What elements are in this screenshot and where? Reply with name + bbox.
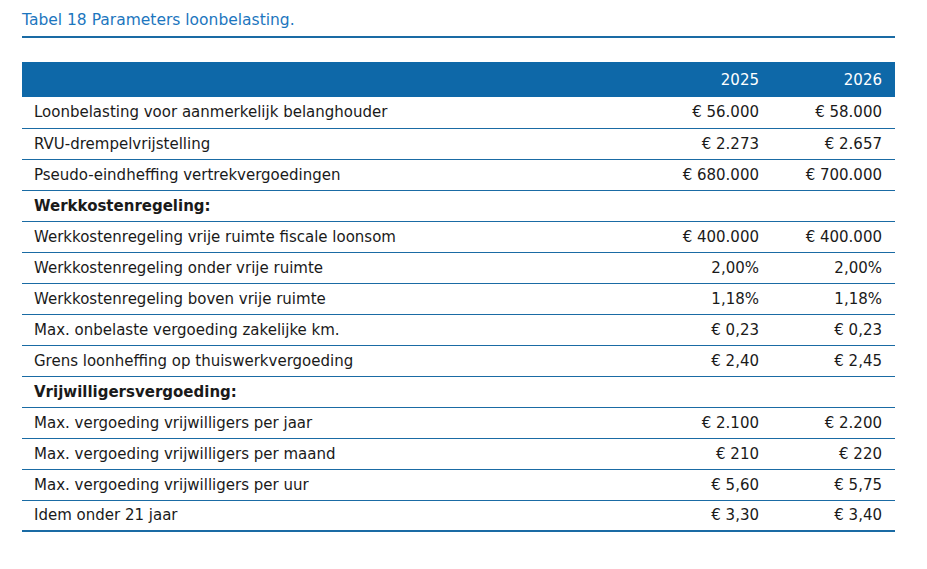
value-2025: € 680.000 (619, 159, 759, 190)
value-2026 (759, 190, 895, 221)
table-row: Max. vergoeding vrijwilligers per jaar €… (22, 407, 895, 438)
value-2026: € 2.657 (759, 128, 895, 159)
row-label: Werkkostenregeling vrije ruimte fiscale … (22, 221, 619, 252)
value-2026: € 400.000 (759, 221, 895, 252)
value-2025: € 2,40 (619, 345, 759, 376)
table-row: Grens loonheffing op thuiswerkvergoeding… (22, 345, 895, 376)
row-label: Max. vergoeding vrijwilligers per uur (22, 469, 619, 500)
row-label: Idem onder 21 jaar (22, 500, 619, 531)
table-row: RVU-drempelvrijstelling € 2.273 € 2.657 (22, 128, 895, 159)
table-row: Werkkostenregeling boven vrije ruimte 1,… (22, 283, 895, 314)
table-container: Tabel 18 Parameters loonbelasting. 2025 … (22, 11, 895, 532)
value-2026: 1,18% (759, 283, 895, 314)
row-label: Max. vergoeding vrijwilligers per jaar (22, 407, 619, 438)
table-header: 2025 2026 (22, 62, 895, 97)
value-2025: € 0,23 (619, 314, 759, 345)
row-label: Grens loonheffing op thuiswerkvergoeding (22, 345, 619, 376)
column-header-2025: 2025 (619, 62, 759, 97)
row-label: Max. onbelaste vergoeding zakelijke km. (22, 314, 619, 345)
value-2025 (619, 190, 759, 221)
table-row: Loonbelasting voor aanmerkelijk belangho… (22, 97, 895, 128)
value-2025: € 400.000 (619, 221, 759, 252)
value-2025: € 56.000 (619, 97, 759, 128)
value-2025: € 5,60 (619, 469, 759, 500)
value-2025: € 3,30 (619, 500, 759, 531)
value-2026: € 220 (759, 438, 895, 469)
table-row: Werkkostenregeling onder vrije ruimte 2,… (22, 252, 895, 283)
row-label: RVU-drempelvrijstelling (22, 128, 619, 159)
table-row: Idem onder 21 jaar € 3,30 € 3,40 (22, 500, 895, 531)
section-row: Vrijwilligersvergoeding: (22, 376, 895, 407)
value-2026 (759, 376, 895, 407)
value-2026: € 700.000 (759, 159, 895, 190)
value-2025: € 2.100 (619, 407, 759, 438)
row-label: Max. vergoeding vrijwilligers per maand (22, 438, 619, 469)
column-header-label (22, 62, 619, 97)
parameters-table: 2025 2026 Loonbelasting voor aanmerkelij… (22, 62, 895, 532)
table-row: Werkkostenregeling vrije ruimte fiscale … (22, 221, 895, 252)
row-label: Vrijwilligersvergoeding: (22, 376, 619, 407)
table-caption: Tabel 18 Parameters loonbelasting. (22, 11, 895, 38)
table-row: Pseudo-eindheffing vertrekvergoedingen €… (22, 159, 895, 190)
value-2026: € 5,75 (759, 469, 895, 500)
value-2025: € 210 (619, 438, 759, 469)
value-2026: € 0,23 (759, 314, 895, 345)
document-page: Tabel 18 Parameters loonbelasting. 2025 … (0, 0, 927, 569)
row-label: Werkkostenregeling onder vrije ruimte (22, 252, 619, 283)
value-2025: € 2.273 (619, 128, 759, 159)
header-row: 2025 2026 (22, 62, 895, 97)
row-label: Loonbelasting voor aanmerkelijk belangho… (22, 97, 619, 128)
table-body: Loonbelasting voor aanmerkelijk belangho… (22, 97, 895, 531)
section-row: Werkkostenregeling: (22, 190, 895, 221)
table-row: Max. vergoeding vrijwilligers per maand … (22, 438, 895, 469)
row-label: Werkkostenregeling boven vrije ruimte (22, 283, 619, 314)
value-2025: 2,00% (619, 252, 759, 283)
row-label: Werkkostenregeling: (22, 190, 619, 221)
value-2026: € 58.000 (759, 97, 895, 128)
value-2025: 1,18% (619, 283, 759, 314)
table-row: Max. onbelaste vergoeding zakelijke km. … (22, 314, 895, 345)
value-2026: 2,00% (759, 252, 895, 283)
table-row: Max. vergoeding vrijwilligers per uur € … (22, 469, 895, 500)
value-2025 (619, 376, 759, 407)
value-2026: € 2,45 (759, 345, 895, 376)
column-header-2026: 2026 (759, 62, 895, 97)
value-2026: € 2.200 (759, 407, 895, 438)
row-label: Pseudo-eindheffing vertrekvergoedingen (22, 159, 619, 190)
value-2026: € 3,40 (759, 500, 895, 531)
